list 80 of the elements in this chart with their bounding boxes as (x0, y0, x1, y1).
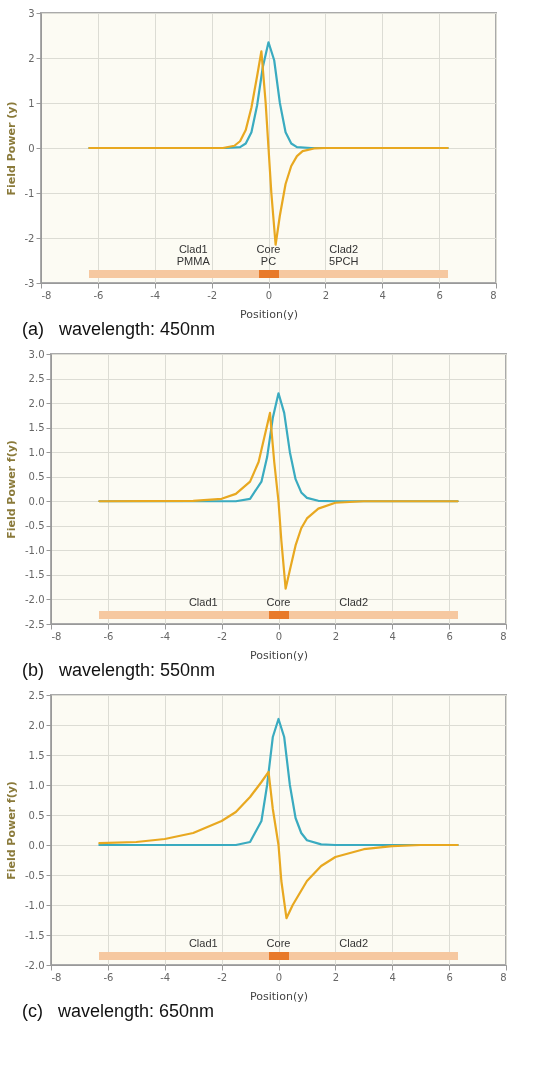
annotation: Clad1 (188, 937, 218, 949)
y-tick-label: 1.5 (28, 749, 45, 761)
text: (a) wavelength: 450nm (21, 319, 217, 341)
x-axis-title: Position(y) (250, 648, 308, 662)
x-tick-label: -4 (160, 971, 171, 983)
x-tick-label: -4 (150, 289, 161, 301)
annotation: Clad2 (339, 937, 369, 949)
x-tick-label: 0 (275, 971, 283, 983)
y-tick-label: -2.5 (24, 618, 45, 630)
y-tick-label: -2.0 (24, 959, 45, 971)
y-tick-label: -2.0 (24, 593, 45, 605)
x-tick-label: 8 (500, 971, 507, 983)
y-tick-label: 2 (28, 52, 35, 64)
x-tick-label: 2 (322, 289, 330, 301)
y-axis-title: Field Power f(y) (4, 781, 18, 880)
text: (c) wavelength: 650nm (21, 1001, 216, 1023)
x-tick-label: -6 (93, 289, 104, 301)
x-tick-label: -8 (51, 630, 62, 642)
x-tick-label: 4 (379, 289, 386, 301)
annotation: Core (266, 937, 291, 949)
y-tick-label: -0.5 (24, 520, 45, 532)
x-tick-label: 8 (490, 289, 497, 301)
annotation: 5PCH (329, 255, 359, 267)
x-tick-label: 0 (265, 289, 273, 301)
y-tick-label: 0.5 (28, 471, 45, 483)
line-series (98, 411, 459, 590)
x-tick-label: -4 (160, 630, 171, 642)
y-tick-label: 3.0 (28, 348, 45, 360)
x-tick-label: -2 (217, 971, 228, 983)
y-tick-label: 1.0 (28, 446, 45, 458)
y-tick-label: 1.5 (28, 422, 45, 434)
y-tick-label: -0.5 (24, 869, 45, 881)
x-tick-label: 8 (500, 630, 507, 642)
annotation: Core (266, 596, 291, 608)
y-tick-label: -1.5 (24, 929, 45, 941)
y-tick-label: -2 (24, 232, 35, 244)
x-tick-label: -8 (51, 971, 62, 983)
annotation: Clad1 (178, 243, 208, 255)
y-tick-label: -1.0 (24, 899, 45, 911)
x-tick-label: 2 (332, 630, 340, 642)
annotation: Clad2 (339, 596, 369, 608)
x-tick-label: -2 (217, 630, 228, 642)
y-axis-title: Field Power f(y) (4, 440, 18, 539)
y-tick-label: 0.0 (28, 495, 45, 507)
line-series (98, 770, 459, 920)
y-tick-label: 1 (28, 97, 35, 109)
y-tick-label: 2.5 (28, 373, 45, 385)
line-series (88, 50, 449, 246)
x-tick-label: -8 (41, 289, 52, 301)
x-tick-label: -2 (207, 289, 218, 301)
x-tick-label: -6 (103, 630, 114, 642)
y-tick-label: 0.0 (28, 839, 45, 851)
x-tick-label: 2 (332, 971, 340, 983)
y-tick-label: 1.0 (28, 779, 45, 791)
x-tick-label: 6 (436, 289, 443, 301)
x-tick-label: 6 (446, 630, 453, 642)
x-axis-title: Position(y) (250, 989, 308, 1003)
y-tick-label: -1.5 (24, 569, 45, 581)
y-tick-label: -1.0 (24, 544, 45, 556)
annotation: PMMA (176, 255, 210, 267)
x-tick-label: 0 (275, 630, 283, 642)
y-tick-label: 2.0 (28, 719, 45, 731)
annotation: PC (260, 255, 277, 267)
x-tick-label: 6 (446, 971, 453, 983)
x-tick-label: -6 (103, 971, 114, 983)
annotation: Core (256, 243, 281, 255)
annotation: Clad1 (188, 596, 218, 608)
y-tick-label: 2.0 (28, 397, 45, 409)
x-tick-label: 4 (389, 630, 396, 642)
x-axis-title: Position(y) (240, 307, 298, 321)
y-tick-label: 0 (28, 142, 35, 154)
y-tick-label: 2.5 (28, 689, 45, 701)
annotation: Clad2 (329, 243, 359, 255)
y-axis-title: Field Power (y) (4, 101, 18, 196)
x-tick-label: 4 (389, 971, 396, 983)
y-tick-label: 0.5 (28, 809, 45, 821)
y-tick-label: -1 (24, 187, 35, 199)
y-tick-label: 3 (28, 7, 35, 19)
text: (b) wavelength: 550nm (21, 660, 217, 682)
y-tick-label: -3 (24, 277, 35, 289)
